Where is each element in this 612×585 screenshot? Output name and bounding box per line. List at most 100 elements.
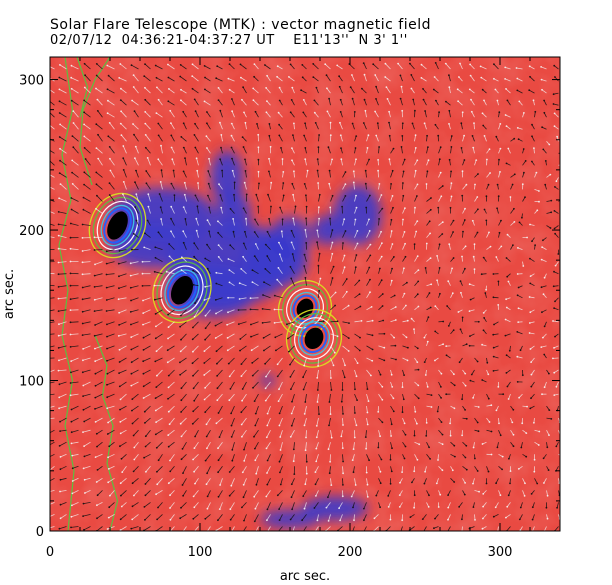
field-vector-head [460,147,463,149]
field-vector-head [314,122,317,124]
field-vector-head [304,158,307,161]
field-vector [378,393,383,401]
field-vector-head [144,122,147,125]
field-vector-head [329,217,331,220]
field-vector-head [47,517,49,519]
field-vector-head [318,290,320,292]
field-vector [233,194,235,202]
field-vector [217,466,223,473]
field-vector [135,170,139,178]
field-vector [50,526,55,529]
field-vector [414,417,418,424]
field-vector-head [83,183,85,186]
field-vector-head [344,230,347,232]
field-vector [171,147,175,154]
field-vector-head [219,194,222,197]
field-vector-head [354,147,357,149]
field-vector-head [47,148,49,150]
field-vector-head [130,361,133,364]
field-vector [277,369,283,377]
field-vector-head [94,263,96,266]
field-vector [184,194,187,202]
field-vector-head [192,326,194,329]
field-vector [278,267,283,274]
field-vector-head [241,388,244,390]
field-vector-head [439,493,442,496]
field-vector-head [446,305,448,307]
field-vector-head [287,337,289,340]
field-vector-head [69,309,72,311]
field-vector [462,465,468,471]
field-vector-head [342,472,344,475]
field-vector [97,158,103,166]
field-vector-head [440,372,443,375]
field-vector-head [368,218,370,221]
field-vector-head [529,348,532,350]
field-vector-head [390,423,393,426]
field-vector [143,333,151,339]
field-vector-head [302,531,304,533]
field-vector-head [457,311,460,313]
field-vector [450,171,452,178]
field-vector [364,99,367,106]
field-vector [160,181,163,190]
field-vector [96,63,103,70]
field-vector [474,159,477,166]
field-vector-head [481,88,484,91]
field-vector-head [481,112,484,115]
field-vector-head [550,199,553,202]
field-vector-head [231,157,233,160]
field-vector-head [338,75,340,78]
field-vector [282,182,284,190]
field-vector-head [528,296,531,298]
field-vector [143,309,151,314]
field-vector-head [58,407,60,410]
field-vector [279,207,283,214]
field-vector-head [496,99,499,102]
field-vector [438,244,440,250]
sunspot-contour [300,323,328,354]
field-vector-head [119,122,122,125]
field-vector-head [167,100,170,103]
field-vector-head [506,233,509,236]
field-vector-head [289,63,292,66]
field-vector [329,394,331,403]
field-vector-head [407,346,409,349]
field-vector-head [305,194,307,197]
field-vector [342,267,345,274]
field-vector [474,417,479,423]
field-vector [330,430,333,438]
polarity-contour [76,57,89,118]
field-vector [120,63,127,70]
field-vector [118,285,127,289]
field-vector-head [393,294,396,297]
field-vector-head [318,193,321,196]
field-vector-head [450,182,453,185]
field-vector [318,278,321,286]
field-vector [517,294,523,299]
field-vector [390,243,393,250]
field-vector-head [453,407,456,410]
field-vector-head [303,507,306,510]
field-vector-head [351,97,354,100]
field-vector-head [118,372,120,374]
field-vector [219,159,223,166]
field-vector [243,442,247,450]
field-vector-head [445,345,448,347]
field-vector-head [218,508,221,510]
field-vector [330,305,336,311]
field-vector-head [410,87,413,90]
field-vector [156,77,163,82]
plot-frame [49,56,561,532]
field-vector [50,369,55,373]
field-vector-head [118,348,121,351]
field-vector [122,194,127,202]
field-vector-head [423,482,426,485]
field-vector-head [400,85,403,88]
field-vector-head [464,372,467,375]
field-vector [84,63,91,70]
field-vector-head [414,147,417,149]
field-vector-head [182,146,185,149]
field-vector-head [203,65,206,67]
field-vector [326,88,331,94]
